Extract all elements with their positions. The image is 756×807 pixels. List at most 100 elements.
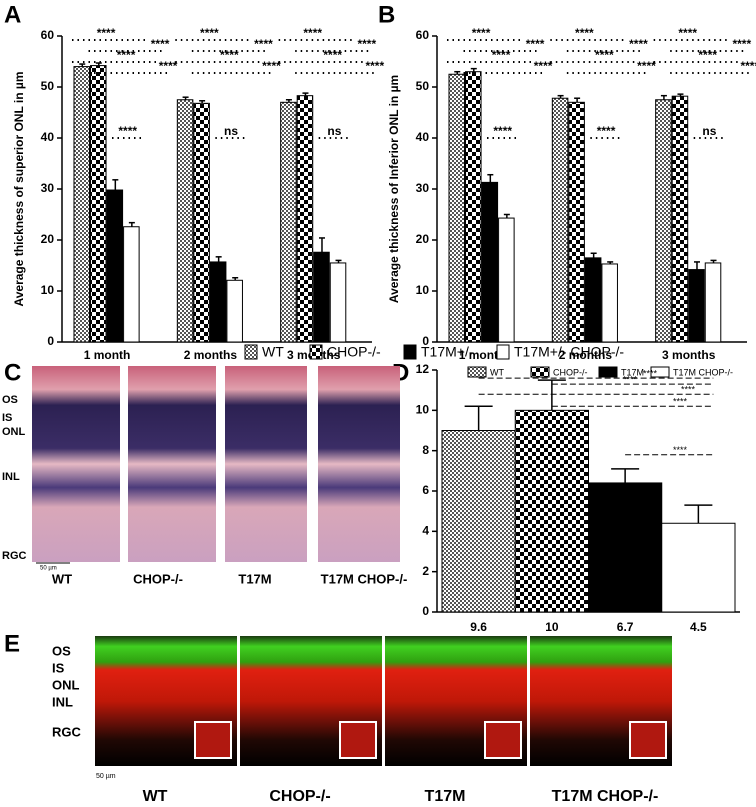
bar [465,71,482,343]
bar [704,262,722,343]
significance-label: **** [323,48,342,62]
x-tick-label: 9.6 [470,620,487,634]
bar [329,262,347,343]
legend-label: T17M CHOP-/- [673,367,733,377]
significance-label: **** [534,59,553,73]
bar [106,189,124,343]
layer-label: OS [2,394,18,406]
layer-label: IS [52,660,65,675]
layer-label: INL [52,694,73,709]
scale-label: 50 µm [40,566,57,572]
significance-label: **** [365,59,384,73]
y-tick-label: 20 [416,232,430,246]
x-tick-label: 1 month [459,348,506,362]
y-tick-label: 2 [422,564,429,578]
significance-label: **** [637,59,656,73]
image-label: T17M CHOP-/- [321,571,408,586]
significance-label: **** [117,48,136,62]
image-label: WT [52,571,72,586]
y-tick-label: 4 [422,524,429,538]
bar [448,73,466,343]
legend-swatch [598,366,618,378]
y-tick-label: 20 [41,232,55,246]
bar [661,522,736,613]
significance-label: **** [732,37,751,51]
significance-label: ns [224,124,238,138]
legend-label: T17M+/- [421,344,474,360]
error-bar [285,99,292,103]
significance-label: **** [492,48,511,62]
significance-label: **** [200,26,219,40]
error-bar [79,63,86,67]
significance-label: ns [702,124,716,138]
significance-label: **** [357,37,376,51]
y-tick-label: 10 [416,283,430,297]
significance-label: **** [678,26,697,40]
scale-label: 50 µm [96,773,116,780]
x-tick-label: 6.7 [617,620,634,634]
error-bar [590,252,597,258]
panel-letter: B [378,1,395,28]
error-bar [215,256,222,262]
error-bar [199,100,206,104]
inset [194,721,232,759]
legend-label: CHOP-/- [553,367,588,377]
significance-label: **** [118,124,137,138]
inset [484,721,522,759]
legend-label: WT [490,367,504,377]
bar [296,95,314,343]
error-bar [557,94,564,99]
error-bar [677,93,684,97]
bar [73,66,91,343]
legend-swatch [530,366,550,378]
bar [671,95,689,343]
significance-label: **** [597,124,616,138]
legend-swatch [403,344,417,360]
error-bar [302,92,309,96]
bar [688,269,705,343]
y-tick-label: 12 [416,362,430,376]
panel-letter: C [4,359,21,386]
layer-label: ONL [52,677,80,692]
error-bar [693,261,700,270]
histology-image [128,366,216,562]
legend-swatch [309,344,323,360]
significance-label: **** [262,59,281,73]
layer-label: INL [2,471,20,483]
error-bar [710,259,717,263]
y-tick-label: 10 [416,403,430,417]
significance-label: **** [681,385,696,395]
significance-label: **** [643,368,658,378]
y-axis-label: Average thickness of Inferior ONL in µm [387,75,401,303]
y-tick-label: 0 [422,604,429,618]
significance-label: **** [303,26,322,40]
error-bar [112,179,119,191]
significance-label: **** [623,374,638,384]
x-tick-label: 2 months [559,348,613,362]
legend-swatch [467,366,487,378]
error-bar [128,221,135,227]
bar [193,102,210,343]
image-label: WT [143,788,168,805]
panel-letter: E [4,630,20,657]
error-bar [611,468,640,483]
bar [313,251,330,343]
error-bar [454,70,461,75]
image-label: T17M CHOP-/- [552,788,659,805]
error-bar [574,97,581,103]
layer-label: IS [2,412,12,424]
legend-label: T17M+/- CHOP-/- [514,344,624,360]
legend-swatch [496,344,510,360]
y-tick-label: 0 [47,334,54,348]
bar [441,430,516,613]
image-label: CHOP-/- [269,788,330,805]
y-tick-label: 6 [422,483,429,497]
y-axis-label: Average thickness of superior ONL in µm [12,72,26,307]
y-tick-label: 40 [41,130,55,144]
x-tick-label: 1 month [84,348,131,362]
significance-label: **** [254,37,273,51]
bar [601,263,618,343]
layer-label: OS [52,643,71,658]
image-label: T17M [238,571,271,586]
